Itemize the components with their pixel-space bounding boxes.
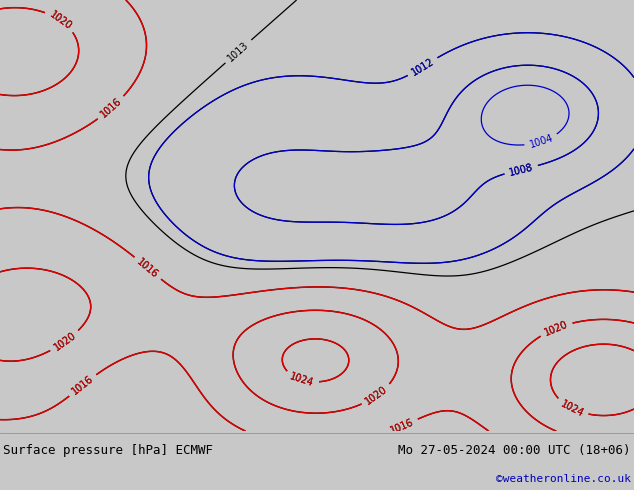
Text: 1016: 1016 xyxy=(70,374,95,397)
Text: 1020: 1020 xyxy=(364,384,390,407)
Text: 1020: 1020 xyxy=(364,384,390,407)
Text: 1013: 1013 xyxy=(226,40,251,63)
Text: 1012: 1012 xyxy=(410,56,436,77)
Text: 1012: 1012 xyxy=(410,56,436,77)
Text: 1008: 1008 xyxy=(508,162,534,177)
Text: ©weatheronline.co.uk: ©weatheronline.co.uk xyxy=(496,474,631,485)
Text: 1020: 1020 xyxy=(52,330,78,353)
Text: 1016: 1016 xyxy=(70,374,95,397)
Text: 1020: 1020 xyxy=(48,9,74,32)
Text: 1016: 1016 xyxy=(99,96,124,120)
Text: 1024: 1024 xyxy=(288,371,315,388)
Text: 1024: 1024 xyxy=(288,371,315,388)
Text: 1016: 1016 xyxy=(135,256,160,280)
Text: 1016: 1016 xyxy=(99,96,124,120)
Text: 1024: 1024 xyxy=(559,398,585,418)
Text: 1008: 1008 xyxy=(508,162,534,177)
Text: 1020: 1020 xyxy=(48,9,74,32)
Text: 1024: 1024 xyxy=(559,398,585,418)
Text: 1016: 1016 xyxy=(389,416,415,436)
Text: 1020: 1020 xyxy=(52,330,78,353)
Text: Mo 27-05-2024 00:00 UTC (18+06): Mo 27-05-2024 00:00 UTC (18+06) xyxy=(398,443,631,457)
Text: 1004: 1004 xyxy=(528,133,555,150)
Text: 1016: 1016 xyxy=(389,416,415,436)
Text: 1020: 1020 xyxy=(543,319,569,338)
Text: 1016: 1016 xyxy=(135,256,160,280)
Text: 1020: 1020 xyxy=(543,319,569,338)
Text: Surface pressure [hPa] ECMWF: Surface pressure [hPa] ECMWF xyxy=(3,443,213,457)
